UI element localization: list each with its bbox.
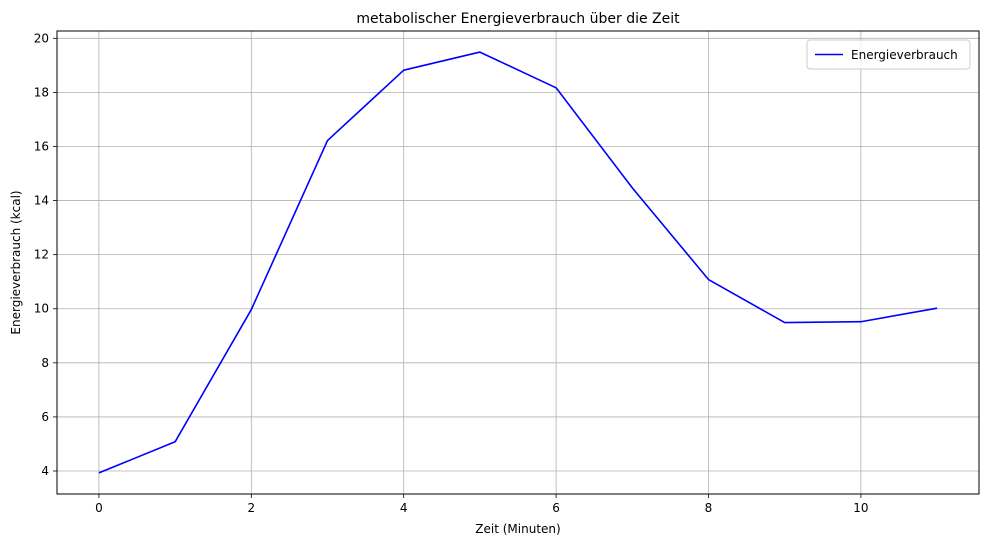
chart-title: metabolischer Energieverbrauch über die … [356, 11, 680, 27]
y-tick-label: 18 [34, 85, 49, 99]
y-tick-label: 4 [41, 464, 49, 478]
legend-label: Energieverbrauch [851, 48, 958, 62]
x-tick-label: 0 [95, 501, 103, 515]
x-tick-label: 8 [705, 501, 713, 515]
y-tick-label: 6 [41, 410, 49, 424]
y-axis-ticks: 4 6 8 10 12 14 16 18 20 [34, 31, 57, 478]
y-tick-label: 14 [34, 194, 49, 208]
x-tick-label: 2 [247, 501, 255, 515]
x-tick-label: 4 [400, 501, 408, 515]
grid [57, 31, 979, 494]
series-line [98, 51, 938, 474]
y-tick-label: 16 [34, 139, 49, 153]
y-tick-label: 12 [34, 248, 49, 262]
y-tick-label: 10 [34, 302, 49, 316]
x-tick-label: 10 [853, 501, 868, 515]
x-axis-label: Zeit (Minuten) [475, 522, 560, 536]
x-tick-label: 6 [552, 501, 560, 515]
y-tick-label: 20 [34, 31, 49, 45]
y-axis-label: Energieverbrauch (kcal) [9, 190, 23, 334]
axes-frame [56, 30, 980, 495]
x-axis-ticks: 0 2 4 6 8 10 [95, 494, 869, 515]
plot-series [98, 51, 938, 474]
y-tick-label: 8 [41, 356, 49, 370]
legend-box [806, 39, 971, 70]
legend: Energieverbrauch [806, 39, 971, 70]
